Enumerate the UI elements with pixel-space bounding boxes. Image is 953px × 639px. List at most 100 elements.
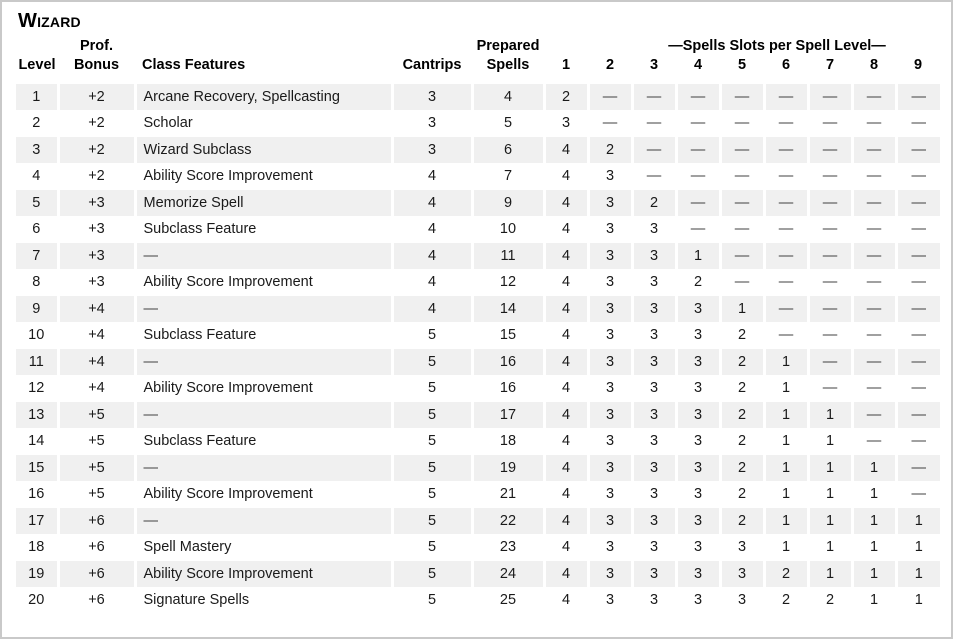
spell-slot-cell: 3 <box>718 560 764 588</box>
class-features-cell: — <box>133 348 392 376</box>
table-row: 17 +6—5 22 4 3 3 3 2 1 1 1 1 <box>16 507 941 535</box>
spell-slot-cell: 3 <box>674 428 720 455</box>
prof-bonus-cell: +5 <box>56 428 135 455</box>
spell-slot-cell: 2 <box>718 428 764 455</box>
spell-slot-cell: 2 <box>718 454 764 482</box>
spell-slot-cell: — <box>894 481 941 508</box>
slot-level-header: 6 <box>781 56 791 73</box>
spell-slot-cell: 1 <box>894 507 941 535</box>
spell-slot-cell: 4 <box>542 507 588 535</box>
prof-bonus-cell: +4 <box>56 375 135 402</box>
spell-slot-cell: 2 <box>718 481 764 508</box>
class-features-cell: Subclass Feature <box>133 322 392 349</box>
spell-slot-cell: — <box>718 136 764 164</box>
spell-slot-cell: — <box>762 110 808 137</box>
prof-bonus-cell: +3 <box>56 269 135 296</box>
class-features-cell: Ability Score Improvement <box>133 560 392 588</box>
level-cell: 14 <box>28 433 45 450</box>
table-row: 4 +2 Ability Score Improvement 4 7 4 3— — — — — — — <box>16 163 941 190</box>
spell-slot-cell: 2 <box>542 83 588 111</box>
prof-bonus-cell: +2 <box>56 83 135 111</box>
prof-bonus-cell: +3 <box>56 216 135 243</box>
spell-slot-cell: 4 <box>542 163 588 190</box>
spell-slot-cell: 1 <box>674 242 720 270</box>
spell-slot-cell: 1 <box>762 454 808 482</box>
table-row: 19 +6 Ability Score Improvement 5 24 4 3 3 3 3 2 1 1… <box>16 560 941 588</box>
cantrips-cell: 5 <box>390 507 472 535</box>
spell-slot-cell: 3 <box>630 454 676 482</box>
spell-slot-cell: 2 <box>718 401 764 429</box>
spell-slot-cell: 3 <box>630 216 676 243</box>
class-features-cell: Subclass Feature <box>133 428 392 455</box>
spell-slot-cell: — <box>630 110 676 137</box>
spell-slot-cell: 3 <box>674 454 720 482</box>
spell-slot-cell: — <box>718 189 764 217</box>
spell-slot-cell: 1 <box>762 375 808 402</box>
level-cell: 13 <box>16 401 58 429</box>
spell-slot-cell: — <box>762 322 808 349</box>
spell-slot-cell: 1 <box>762 348 808 376</box>
spell-slot-cell: 3 <box>718 534 764 561</box>
page-title: Wizard <box>18 10 81 32</box>
header-row-bottom: Level Bonus Class Features Cantrips Spel… <box>16 56 940 84</box>
prepared-spells-cell: 18 <box>470 428 544 455</box>
spell-slot-cell: 3 <box>630 587 676 614</box>
spell-slot-cell: 2 <box>718 348 764 376</box>
spell-slot-cell: — <box>762 189 808 217</box>
spell-slot-cell: — <box>894 189 941 217</box>
prepared-spells-header-line2: Spells <box>486 56 530 73</box>
spell-slot-cell: 3 <box>586 534 632 561</box>
spell-slot-cell: 3 <box>586 507 632 535</box>
header-spacer <box>392 37 472 56</box>
prepared-spells-cell: 9 <box>470 189 544 217</box>
spell-slot-cell: 3 <box>586 401 632 429</box>
prepared-spells-cell: 22 <box>470 507 544 535</box>
spell-slot-cell: — <box>850 189 896 217</box>
table-row: 11 +4—5 16 4 3 3 3 2 1— — — <box>16 348 941 376</box>
prepared-spells-cell: 12 <box>470 269 544 296</box>
class-features-cell: Ability Score Improvement <box>133 375 392 402</box>
spell-slot-cell: — <box>894 401 941 429</box>
level-cell: 9 <box>16 295 58 323</box>
slot-level-header: 2 <box>605 56 615 73</box>
cantrips-cell: 5 <box>390 481 472 508</box>
header-spacer <box>16 37 58 56</box>
table-row: 15 +5—5 19 4 3 3 3 2 1 1 1— <box>16 454 941 482</box>
class-features-cell: — <box>133 242 392 270</box>
spell-slot-cell: — <box>894 348 941 376</box>
spell-slot-cell: 3 <box>674 375 720 402</box>
table-row: 16 +5 Ability Score Improvement 5 21 4 3 3 3 2 1 1 1… <box>16 481 941 508</box>
spell-slot-cell: 3 <box>630 322 676 349</box>
spell-slot-cell: 2 <box>674 269 720 296</box>
cantrips-cell: 5 <box>390 454 472 482</box>
spell-slot-cell: 3 <box>586 269 632 296</box>
cantrips-header: Cantrips <box>402 56 462 73</box>
table-row: 6 +3 Subclass Feature 4 10 4 3 3— — — — — — <box>16 216 941 243</box>
table-row: 8 +3 Ability Score Improvement 4 12 4 3 3 2— — — — — <box>16 269 941 296</box>
spell-slot-cell: — <box>674 216 720 243</box>
spell-slot-cell: — <box>850 216 896 243</box>
prof-bonus-cell: +5 <box>56 401 135 429</box>
level-cell: 7 <box>16 242 58 270</box>
spell-slot-cell: — <box>894 454 941 482</box>
spell-slot-cell: — <box>718 83 764 111</box>
level-cell: 19 <box>16 560 58 588</box>
class-features-cell: Ability Score Improvement <box>133 163 392 190</box>
prof-bonus-cell: +6 <box>56 587 135 614</box>
spell-slot-cell: — <box>806 136 852 164</box>
prepared-spells-cell: 24 <box>470 560 544 588</box>
table-row: 1 +2 Arcane Recovery, Spellcasting 3 4 2— — — — —… <box>16 83 941 111</box>
class-features-cell: Subclass Feature <box>133 216 392 243</box>
slot-level-header: 3 <box>649 56 659 73</box>
spell-slot-cell: — <box>850 348 896 376</box>
spell-slot-cell: 3 <box>630 534 676 561</box>
cantrips-cell: 5 <box>390 348 472 376</box>
spell-slot-cell: 4 <box>542 348 588 376</box>
spell-slot-cell: 3 <box>674 295 720 323</box>
spell-slot-cell: — <box>806 110 852 137</box>
spell-slot-cell: — <box>586 83 632 111</box>
level-cell: 18 <box>28 539 45 556</box>
cantrips-cell: 5 <box>390 560 472 588</box>
spell-slot-cell: — <box>762 83 808 111</box>
spell-slot-cell: 2 <box>762 587 808 614</box>
